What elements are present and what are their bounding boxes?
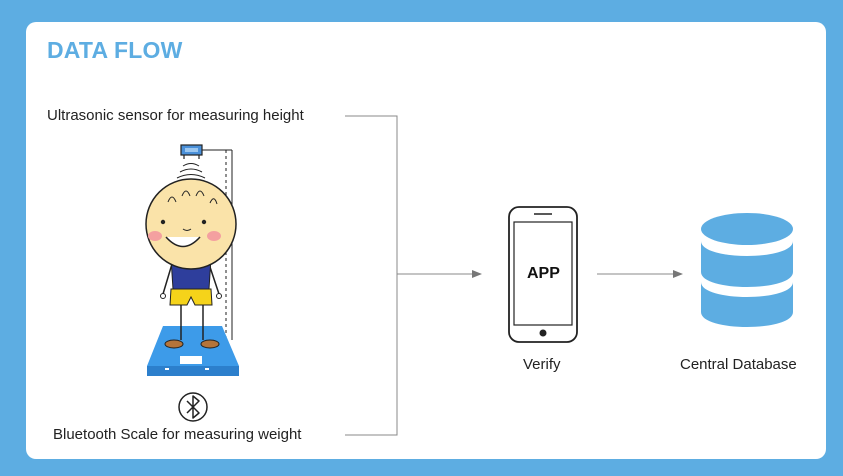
child-figure [145,178,237,349]
sensor-connector [345,115,398,436]
head [145,178,237,270]
left-shoe [164,339,184,349]
ultrasonic-sensor-icon [176,144,233,340]
phone-screen [513,221,573,326]
database-label: Central Database [680,356,797,373]
right-shoe [200,339,220,349]
database-icon [701,213,793,327]
smartphone-icon [508,206,578,343]
connector-lines [345,115,683,436]
verify-label: Verify [523,356,561,373]
bluetooth-icon [178,392,208,422]
sensor-label: Ultrasonic sensor for measuring height [47,107,304,124]
page-title: DATA FLOW [47,37,183,63]
bluetooth-scale-icon [147,326,239,376]
scale-label: Bluetooth Scale for measuring weight [53,426,302,443]
app-screen-label: APP [527,265,560,282]
shorts [169,288,213,306]
